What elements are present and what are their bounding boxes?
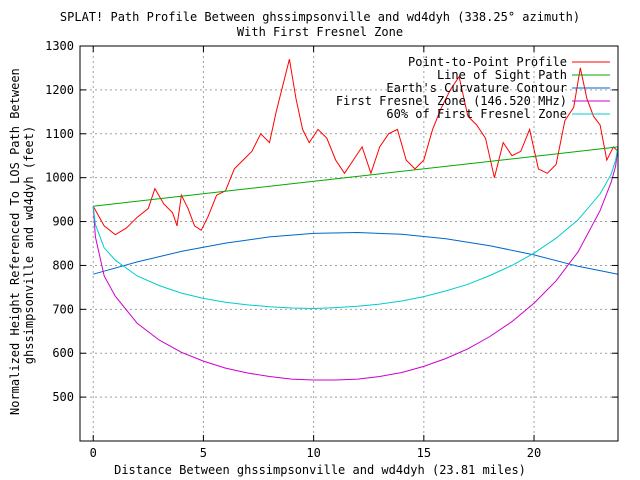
y-tick-label: 700	[52, 302, 74, 316]
series-line-3	[93, 231, 619, 275]
x-tick-label: 20	[527, 446, 541, 460]
legend-label-5: 60% of First Fresnel Zone	[386, 107, 567, 121]
y-axis-label-line-1: Normalized Height Referenced To LOS Path…	[8, 68, 22, 415]
legend-label-3: Earth's Curvature Contour	[386, 81, 567, 95]
legend-label-2: Line of Sight Path	[437, 68, 567, 82]
x-tick-label: 0	[90, 446, 97, 460]
grid-lines	[80, 45, 618, 441]
y-tick-label: 800	[52, 258, 74, 272]
y-tick-label: 900	[52, 215, 74, 229]
x-axis-label: Distance Between ghssimpsonville and wd4…	[114, 463, 526, 477]
axis-ticks: 0 5 10 15 20 500 600 700 800 900 1000 1100 1200 1300	[45, 39, 618, 460]
series-line-4	[92, 146, 619, 381]
y-axis-label-line-2: ghssimpsonville and wd4dyh (feet)	[22, 125, 36, 365]
legend-label-4: First Fresnel Zone (146.520 MHz)	[336, 94, 567, 108]
x-tick-label: 15	[417, 446, 431, 460]
x-tick-label: 5	[200, 446, 207, 460]
x-tick-label: 10	[306, 446, 320, 460]
series-line-1	[92, 59, 619, 236]
legend-label-1: Point-to-Point Profile	[408, 55, 567, 69]
series-line-5	[92, 146, 619, 310]
y-tick-label: 1200	[45, 83, 74, 97]
chart-title: SPLAT! Path Profile Between ghssimpsonvi…	[59, 10, 581, 24]
y-tick-label: 600	[52, 346, 74, 360]
series-line-2	[93, 146, 619, 207]
y-tick-label: 500	[52, 390, 74, 404]
chart-subtitle: With First Fresnel Zone	[236, 25, 404, 39]
y-tick-label: 1300	[45, 39, 74, 53]
y-tick-label: 1000	[45, 171, 74, 185]
series-lines	[92, 59, 619, 381]
plot-frame	[79, 45, 619, 442]
y-tick-label: 1100	[45, 127, 74, 141]
plot-border	[79, 45, 619, 442]
